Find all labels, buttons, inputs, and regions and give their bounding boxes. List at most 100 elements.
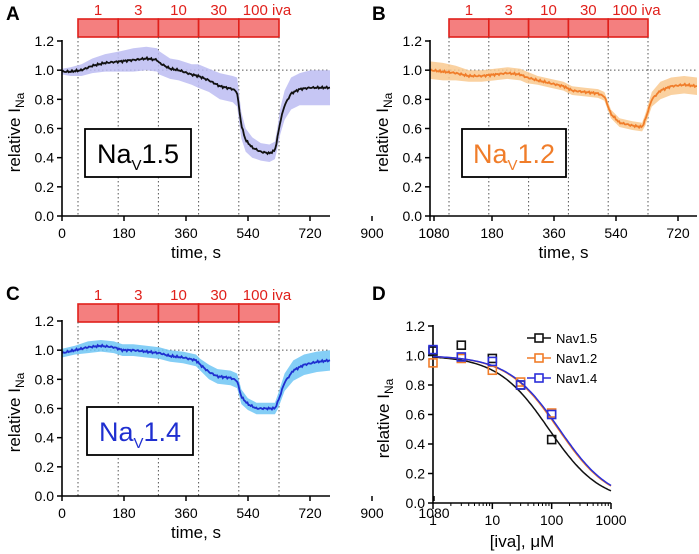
- series-line: [61, 343, 331, 412]
- dose-bar: 1 3 10 30 100 iva: [77, 287, 292, 323]
- dose-label: 10: [170, 287, 187, 304]
- dose-segment: [197, 18, 240, 38]
- legend-label: Nav1.2: [556, 351, 597, 366]
- data-point: [546, 434, 557, 445]
- x-tick-label: 1000: [595, 512, 626, 528]
- panel-d: D 0.0 0.2 0.4 0.6 0.8 1.0 1.2 1 10 100 1000 [iva], μ…: [372, 284, 627, 551]
- y-axis-title-main: relative I: [373, 108, 392, 172]
- panel-b: B 1 3 10 30 100 iva 0.0 0.2 0.4 0.6 0.8 1.0 1.2 0 180 3…: [372, 2, 697, 262]
- x-tick-label: 180: [112, 505, 136, 521]
- dose-segment: [77, 18, 120, 38]
- panel-letter: B: [372, 4, 386, 25]
- y-axis-title-main: relative I: [5, 108, 24, 172]
- panel-letter: A: [6, 4, 20, 25]
- y-tick-label: 0.0: [35, 488, 55, 504]
- legend-marker: [534, 333, 544, 343]
- data-point: [456, 340, 467, 350]
- legend-label: Nav1.5: [556, 331, 597, 346]
- dose-segment: [567, 18, 610, 38]
- y-tick-label: 1.2: [406, 318, 426, 334]
- y-axis-title: relative INa: [5, 92, 27, 172]
- dose-label: 30: [210, 287, 227, 304]
- dose-segment: [527, 18, 570, 38]
- dose-segment: [607, 18, 649, 38]
- dose-segment: [238, 303, 280, 323]
- channel-name-suffix: 1.2: [517, 139, 555, 169]
- x-tick-label: 0: [58, 225, 66, 241]
- x-tick-label: 180: [480, 225, 504, 241]
- y-tick-label: 1.0: [403, 62, 423, 78]
- y-axis-title-sub: Na: [13, 372, 27, 388]
- channel-box: [84, 128, 192, 178]
- data-point: [456, 352, 467, 362]
- y-tick-label: 0.8: [35, 371, 55, 387]
- y-tick-label: 1.2: [403, 33, 423, 49]
- dose-segment: [487, 18, 530, 38]
- y-axis-title: relative INa: [374, 378, 396, 458]
- dose-segment: [117, 303, 160, 323]
- y-axis-title: relative INa: [5, 372, 27, 452]
- channel-name-prefix: Na: [473, 139, 508, 169]
- x-tick-label: 540: [236, 225, 260, 241]
- y-tick-label: 0.6: [35, 121, 55, 137]
- dose-label: 100 iva: [243, 287, 292, 304]
- legend-label: Nav1.4: [556, 371, 597, 386]
- channel-name: NaV1.2: [473, 139, 555, 174]
- x-tick-label: 360: [174, 505, 198, 521]
- x-axis-title: time, s: [171, 523, 221, 542]
- y-tick-label: 0.4: [35, 150, 55, 166]
- channel-name-suffix: 1.5: [141, 139, 179, 169]
- error-band: [430, 61, 697, 132]
- x-axis-title: time, s: [171, 243, 221, 262]
- dose-label: 3: [134, 2, 142, 19]
- dose-label: 1: [465, 2, 473, 19]
- y-tick-label: 0.6: [35, 401, 55, 417]
- y-tick-label: 0.6: [406, 407, 426, 423]
- y-axis-title-main: relative I: [5, 388, 24, 452]
- channel-name-prefix: Na: [97, 139, 132, 169]
- legend-marker: [534, 373, 544, 383]
- y-tick-label: 1.0: [406, 348, 426, 364]
- y-tick-label: 0.2: [35, 179, 55, 195]
- x-tick-label: 1: [429, 512, 437, 528]
- y-tick-label: 0.0: [406, 495, 426, 511]
- x-tick-label: 540: [236, 505, 260, 521]
- y-tick-label: 1.0: [35, 62, 55, 78]
- y-axis-title-sub: Na: [381, 92, 395, 108]
- x-tick-label: 0: [426, 225, 434, 241]
- panel-a: A 1 3 10 30 100 iva 0.0 0.2 0.4 0.6 0.8 1.0 1.2 0 180 3…: [5, 2, 450, 262]
- x-axis-title: [iva], μM: [490, 532, 555, 551]
- y-axis-title-sub: Na: [382, 378, 396, 394]
- dose-bar: 1 3 10 30 100 iva: [448, 2, 661, 38]
- x-tick-label: 180: [112, 225, 136, 241]
- y-tick-label: 0.2: [403, 179, 423, 195]
- legend-marker: [534, 353, 544, 363]
- panel-c: C 1 3 10 30 100 iva 0.0 0.2 0.4 0.6 0.8 1.0 1.2 0 180 3…: [5, 284, 450, 542]
- x-tick-label: 100: [540, 512, 564, 528]
- dose-label: 10: [540, 2, 557, 19]
- dose-label: 100 iva: [612, 2, 661, 19]
- x-tick-label: 1080: [418, 505, 449, 521]
- dose-segment: [448, 18, 490, 38]
- dose-label: 3: [505, 2, 513, 19]
- data-point: [515, 380, 526, 390]
- x-tick-label: 10: [485, 512, 501, 528]
- dose-segment: [238, 18, 280, 38]
- x-axis-title: time, s: [538, 243, 588, 262]
- y-tick-label: 0.8: [35, 91, 55, 107]
- series-line: [429, 68, 697, 130]
- y-tick-label: 1.0: [35, 342, 55, 358]
- x-tick-label: 0: [58, 505, 66, 521]
- channel-name-suffix: 1.4: [143, 417, 181, 447]
- data-point: [546, 409, 557, 420]
- data-point: [487, 356, 498, 367]
- data-point: [487, 365, 498, 376]
- channel-name-sub: V: [507, 157, 517, 174]
- y-tick-label: 0.2: [35, 459, 55, 475]
- y-tick-label: 1.2: [35, 313, 55, 329]
- channel-name-sub: V: [133, 435, 143, 452]
- series-line: [61, 55, 331, 156]
- x-tick-label: 900: [360, 505, 384, 521]
- dose-segment: [77, 303, 120, 323]
